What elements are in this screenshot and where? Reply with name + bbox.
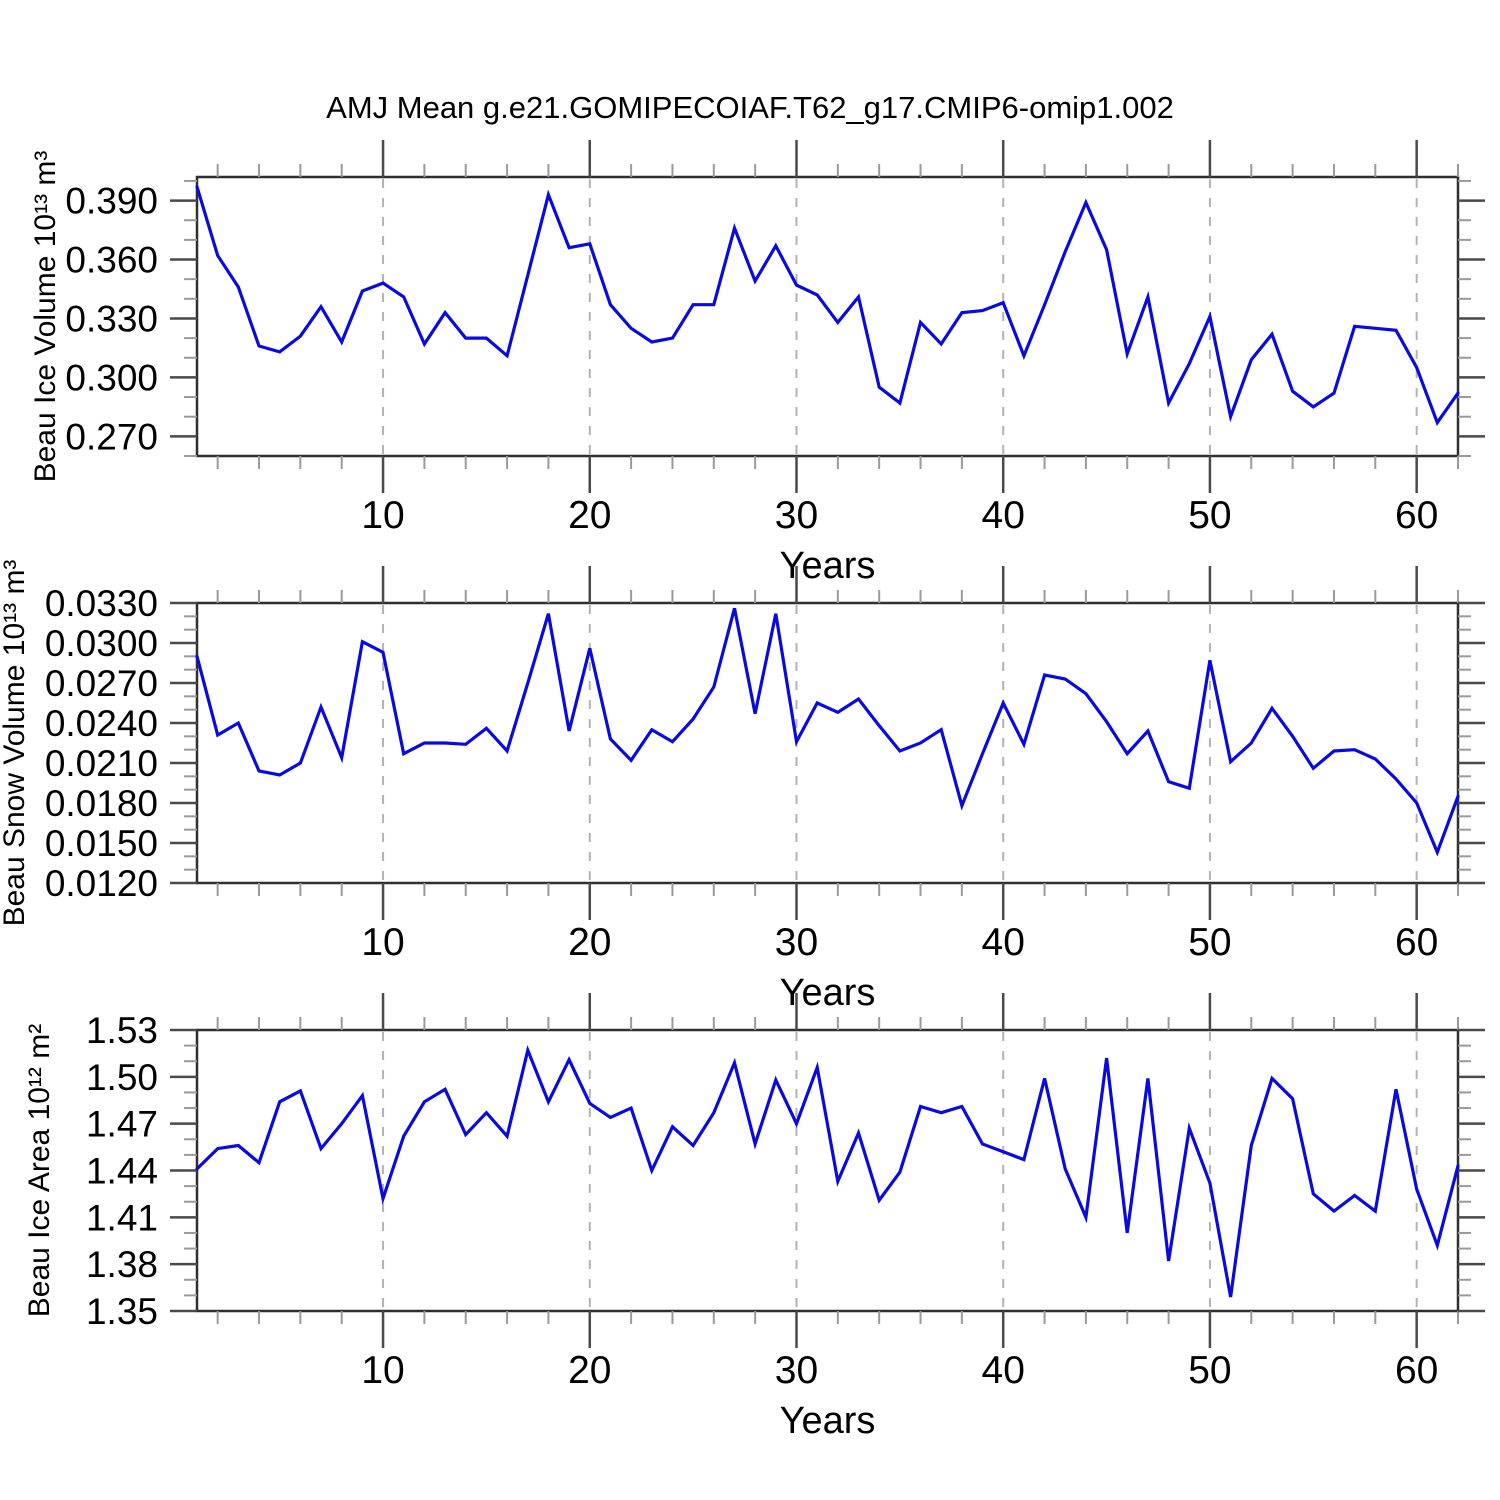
x-tick-label: 60: [1395, 1349, 1438, 1392]
x-tick-label: 20: [568, 1349, 611, 1392]
x-tick-label: 50: [1188, 1349, 1231, 1392]
x-tick-label: 10: [361, 921, 404, 964]
y-tick-label: 0.0270: [45, 663, 158, 704]
x-tick-label: 30: [775, 1349, 818, 1392]
x-tick-label: 20: [568, 921, 611, 964]
panel-beau-ice-volume: 10 20 30 40 50 60 Years 0.270 0.300 0.330 0.360 0.3…: [29, 140, 1485, 587]
y-tick-label: 0.0300: [45, 623, 158, 664]
y-axis-title: Beau Snow Volume 10¹³ m³: [0, 560, 31, 927]
x-axis-title: Years: [780, 545, 876, 587]
x-tick-label: 40: [982, 494, 1025, 537]
y-tick-label: 1.50: [86, 1057, 158, 1098]
y-tick-label: 1.35: [86, 1291, 158, 1332]
y-tick-label: 0.0180: [45, 783, 158, 824]
plot-frame: [195, 601, 1460, 885]
x-tick-label: 40: [982, 921, 1025, 964]
x-tick-label: 50: [1188, 921, 1231, 964]
x-tick-label: 20: [568, 494, 611, 537]
x-tick-label: 10: [361, 494, 404, 537]
y-tick-label: 1.44: [86, 1150, 158, 1191]
y-tick-label: 0.390: [65, 181, 158, 222]
x-tick-label: 60: [1395, 921, 1438, 964]
y-axis-title: Beau Ice Area 10¹² m²: [23, 1024, 56, 1317]
x-tick-label: 30: [775, 494, 818, 537]
y-axis-title: Beau Ice Volume 10¹³ m³: [29, 151, 62, 483]
y-tick-label: 0.270: [65, 416, 158, 457]
x-tick-label: 50: [1188, 494, 1231, 537]
panel-beau-ice-area: 10 20 30 40 50 60 Years 1.35 1.38 1.41 1.44 1.47 1.5…: [23, 993, 1485, 1442]
plot-frame: [195, 175, 1460, 458]
y-tick-label: 0.360: [65, 239, 158, 280]
y-tick-label: 0.330: [65, 298, 158, 339]
y-tick-label: 1.41: [86, 1197, 158, 1238]
y-tick-label: 0.0330: [45, 583, 158, 624]
x-tick-label: 30: [775, 921, 818, 964]
chart-title: AMJ Mean g.e21.GOMIPECOIAF.T62_g17.CMIP6…: [326, 90, 1174, 125]
plot-frame: [195, 1028, 1460, 1313]
y-tick-label: 0.0210: [45, 743, 158, 784]
panel-beau-snow-volume: 10 20 30 40 50 60 Years 0.01200.01500.01800.021…: [0, 560, 1485, 1014]
x-axis-title: Years: [780, 1400, 876, 1442]
y-tick-label: 1.53: [86, 1010, 158, 1051]
y-tick-label: 0.0120: [45, 863, 158, 904]
panels-group: 10 20 30 40 50 60 Years 0.270 0.300 0.330 0.360 0.3…: [0, 140, 1485, 1442]
x-axis-title: Years: [780, 972, 876, 1014]
series-line-beau-ice-area: [195, 1045, 1460, 1298]
x-tick-label: 10: [361, 1349, 404, 1392]
x-tick-label: 60: [1395, 494, 1438, 537]
y-tick-label: 0.0240: [45, 703, 158, 744]
series-line-beau-ice-volume: [195, 185, 1460, 427]
y-tick-label: 0.300: [65, 357, 158, 398]
series-line-beau-snow-volume: [195, 607, 1460, 857]
y-tick-label: 1.47: [86, 1104, 158, 1145]
x-tick-label: 40: [982, 1349, 1025, 1392]
y-tick-label: 1.38: [86, 1244, 158, 1285]
y-tick-label: 0.0150: [45, 823, 158, 864]
